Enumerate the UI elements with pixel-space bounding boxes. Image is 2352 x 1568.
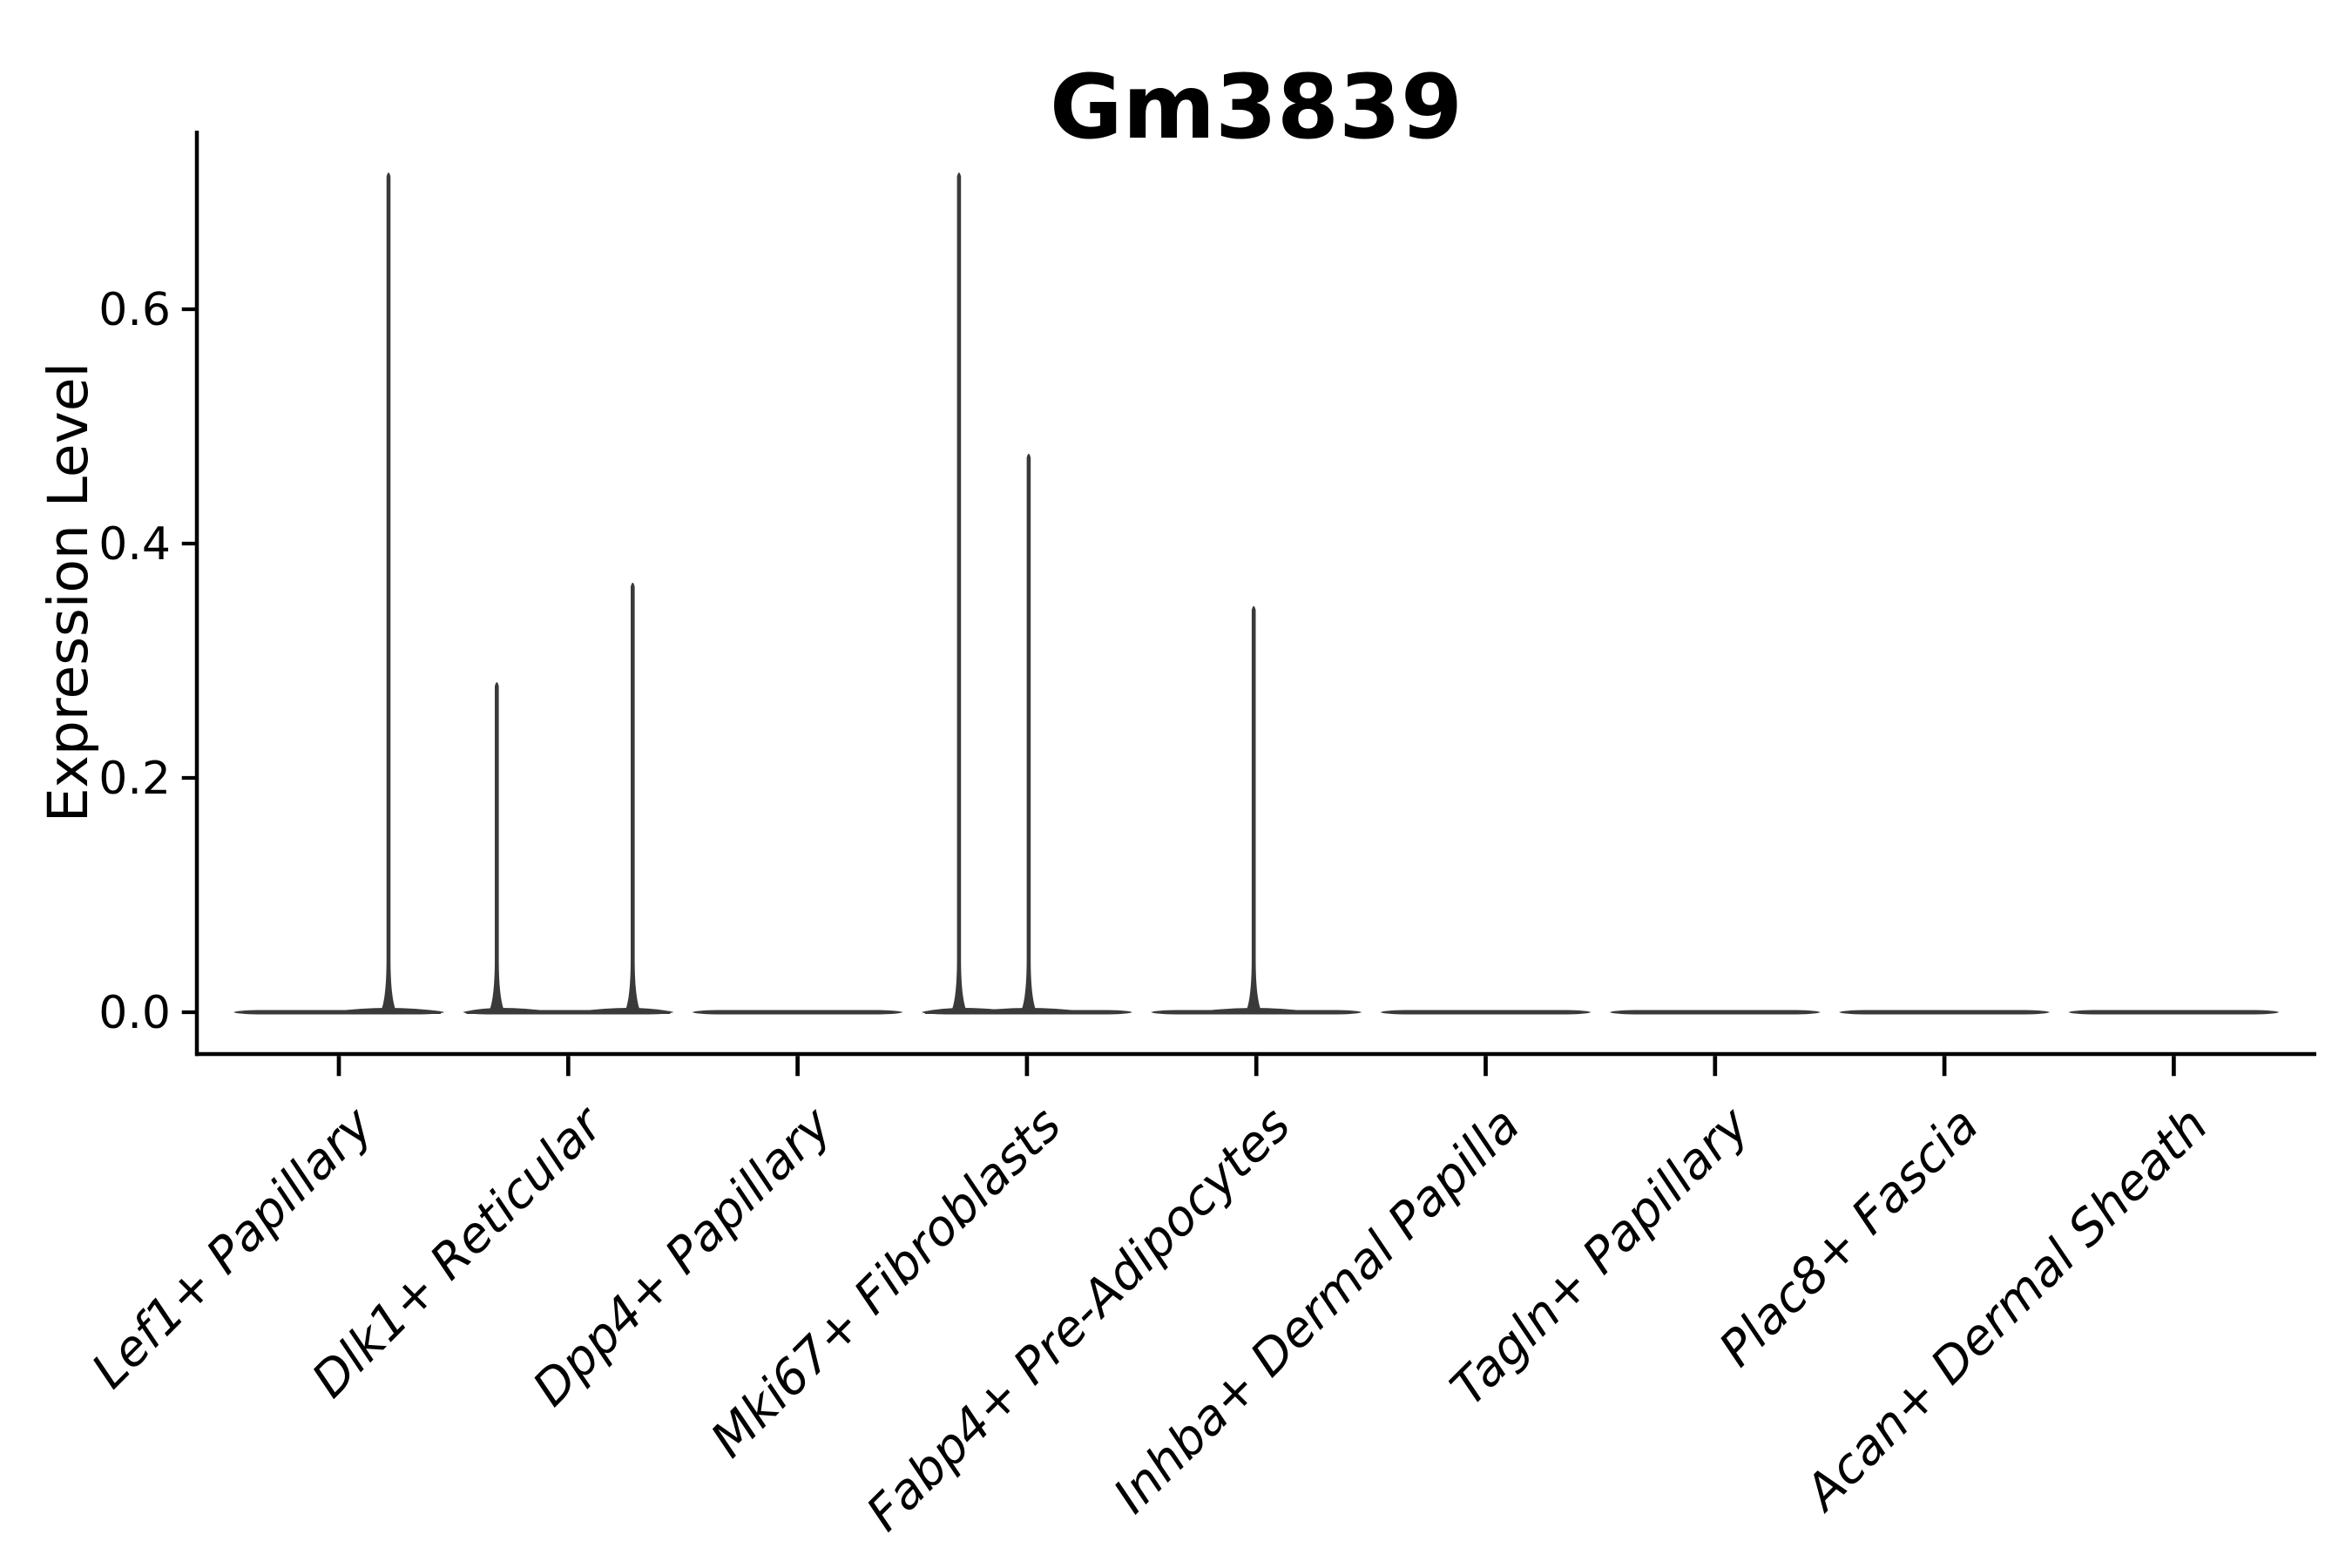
violin-spike bbox=[489, 682, 505, 1011]
y-tick-label: 0.0 bbox=[98, 987, 171, 1039]
violin-9 bbox=[2068, 1010, 2280, 1015]
violin-3 bbox=[692, 1010, 903, 1015]
violin-7 bbox=[1609, 1010, 1821, 1015]
y-axis-label: Expression Level bbox=[37, 362, 100, 822]
violin-spike bbox=[1246, 605, 1262, 1011]
x-tick-label: Acan+ Dermal Sheath bbox=[1793, 1097, 2219, 1523]
x-tick-label: Fabp4+ Pre-Adipocytes bbox=[856, 1097, 1301, 1542]
y-tick-label: 0.6 bbox=[98, 284, 171, 336]
violin-8 bbox=[1839, 1010, 2051, 1015]
violin-spike-base bbox=[578, 1008, 671, 1014]
chart-title: Gm3839 bbox=[1050, 56, 1463, 159]
violin-spike bbox=[950, 172, 967, 1012]
violin-baseline-blob bbox=[692, 1010, 903, 1015]
x-tick-label: Inhba+ Dermal Papilla bbox=[1103, 1097, 1531, 1524]
violin-1 bbox=[233, 172, 444, 1015]
violin-baseline-blob bbox=[1380, 1010, 1592, 1015]
violin-baseline-blob bbox=[2068, 1010, 2280, 1015]
violin-spike-base bbox=[466, 1008, 551, 1014]
violin-spike bbox=[381, 172, 396, 1012]
violin-5 bbox=[1151, 605, 1362, 1015]
y-tick-label: 0.4 bbox=[98, 518, 171, 571]
violin-2 bbox=[463, 582, 674, 1015]
violin-baseline-blob bbox=[1839, 1010, 2051, 1015]
violin-baseline-blob bbox=[1609, 1010, 1821, 1015]
y-tick-label: 0.2 bbox=[98, 753, 171, 805]
violin-6 bbox=[1380, 1010, 1592, 1015]
violin-4 bbox=[921, 172, 1132, 1015]
violin-spike bbox=[1020, 453, 1037, 1011]
violin-spike bbox=[625, 582, 641, 1011]
